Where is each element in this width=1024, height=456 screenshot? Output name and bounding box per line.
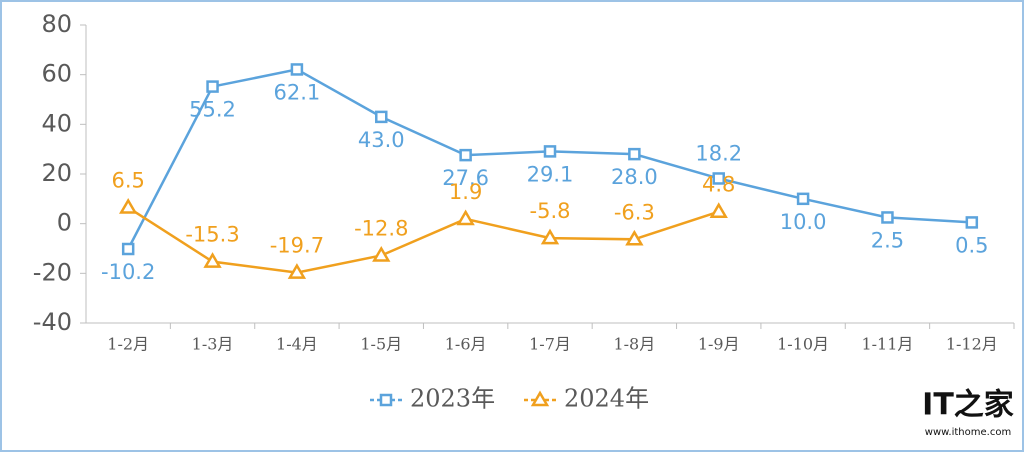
watermark-logo: IT之家 [922, 388, 1014, 423]
marker [379, 393, 393, 407]
marker [121, 242, 135, 256]
marker [206, 80, 219, 93]
data-label: 2.5 [871, 228, 904, 252]
x-tick-label: 1-7月 [529, 335, 571, 354]
data-label: 29.1 [527, 162, 574, 186]
data-label: -15.3 [185, 223, 239, 247]
watermark-url: www.ithome.com [925, 427, 1011, 438]
x-tick-label: 1-9月 [698, 335, 740, 354]
marker [287, 263, 307, 279]
x-tick-label: 1-4月 [276, 335, 318, 354]
data-label: 6.5 [111, 169, 144, 193]
data-label: -12.8 [354, 216, 408, 240]
data-label: 27.6 [442, 166, 489, 190]
data-label: -5.8 [530, 199, 571, 223]
marker [712, 172, 725, 185]
marker [796, 192, 810, 206]
marker [625, 229, 644, 246]
x-tick-label: 1-5月 [360, 335, 402, 354]
marker [375, 110, 388, 124]
y-tick-label: 0 [57, 209, 72, 237]
data-label: 55.2 [189, 98, 236, 122]
data-label: -6.3 [614, 200, 655, 224]
legend-label: 2023年 [410, 385, 495, 413]
y-tick-label: 20 [41, 159, 72, 187]
marker [965, 216, 979, 229]
data-label: 1.9 [449, 180, 482, 204]
x-tick-label: 1-11月 [861, 335, 913, 354]
legend-label: 2024年 [564, 385, 649, 413]
data-label: -19.7 [270, 234, 324, 258]
y-tick-label: 80 [41, 10, 72, 38]
data-label: 0.5 [955, 233, 988, 257]
data-label: 62.1 [274, 80, 321, 104]
marker [119, 198, 138, 214]
marker [530, 390, 550, 407]
marker [881, 211, 894, 224]
x-tick-label: 1-6月 [445, 335, 487, 354]
data-label: -10.2 [101, 260, 155, 284]
y-tick-label: -20 [33, 258, 72, 286]
data-label: 43.0 [358, 128, 405, 152]
data-label: 18.2 [695, 141, 742, 165]
x-tick-label: 1-2月 [107, 335, 149, 354]
marker [290, 63, 304, 76]
x-tick-label: 1-8月 [613, 335, 655, 354]
data-label: 4.8 [702, 173, 735, 197]
y-tick-label: 60 [41, 60, 72, 88]
y-tick-label: 40 [41, 109, 72, 137]
data-label: 10.0 [780, 210, 827, 234]
marker [540, 228, 560, 245]
marker [372, 245, 391, 262]
marker [456, 209, 475, 226]
marker [709, 202, 728, 218]
series-line [127, 206, 720, 274]
marker [628, 147, 641, 161]
x-tick-label: 1-3月 [192, 335, 234, 354]
marker [543, 145, 557, 158]
marker [203, 252, 222, 268]
marker [459, 148, 472, 162]
x-tick-label: 1-10月 [777, 335, 829, 354]
x-tick-label: 1-12月 [946, 335, 998, 354]
y-tick-label: -40 [33, 308, 72, 336]
data-label: 28.0 [611, 165, 658, 189]
